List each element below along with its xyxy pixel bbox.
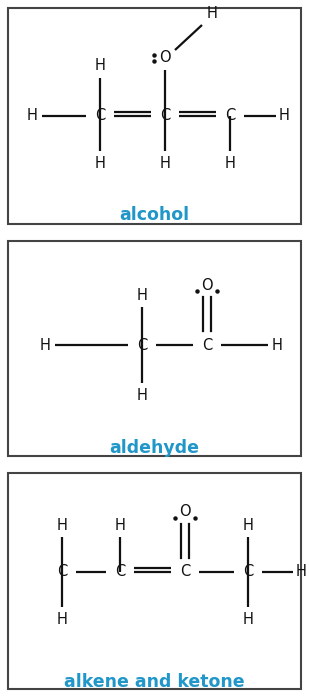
Text: H: H [159, 156, 171, 170]
Text: C: C [137, 338, 147, 352]
Text: H: H [95, 156, 105, 170]
Text: C: C [243, 565, 253, 579]
Text: H: H [206, 6, 218, 22]
Text: alkene and ketone: alkene and ketone [64, 673, 245, 691]
Text: H: H [57, 517, 67, 533]
Text: O: O [179, 505, 191, 519]
Text: H: H [57, 611, 67, 627]
Text: C: C [202, 338, 212, 352]
Text: H: H [137, 288, 147, 302]
Text: H: H [243, 517, 253, 533]
Text: C: C [160, 108, 170, 124]
Text: H: H [40, 338, 50, 352]
Text: H: H [115, 517, 125, 533]
Text: H: H [278, 108, 290, 124]
Text: alcohol: alcohol [120, 206, 189, 224]
Text: H: H [27, 108, 37, 124]
Text: H: H [225, 156, 235, 170]
Text: C: C [180, 565, 190, 579]
Bar [8, 241, 301, 456]
Text: C: C [57, 565, 67, 579]
Text: aldehyde: aldehyde [109, 439, 200, 457]
Text: H: H [272, 338, 282, 352]
Bar [8, 473, 301, 689]
Text: C: C [95, 108, 105, 124]
Text: C: C [225, 108, 235, 124]
Text: H: H [243, 611, 253, 627]
Text: O: O [201, 278, 213, 292]
Bar [8, 8, 301, 224]
Text: H: H [137, 387, 147, 403]
Text: C: C [115, 565, 125, 579]
Text: H: H [296, 565, 307, 579]
Text: H: H [95, 59, 105, 73]
Text: O: O [159, 50, 171, 66]
